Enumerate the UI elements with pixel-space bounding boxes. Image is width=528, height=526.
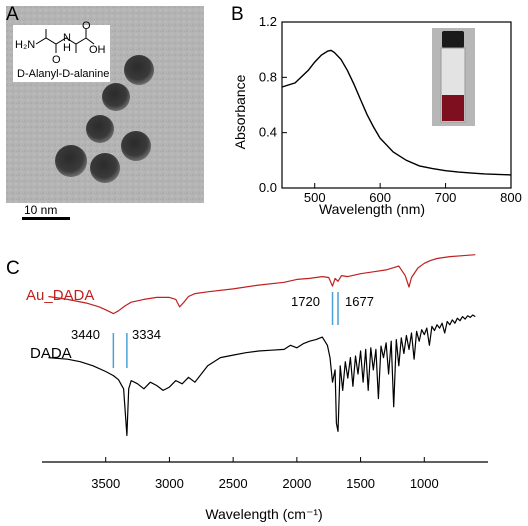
y-tick-label: 0.0 xyxy=(259,180,277,195)
y-axis-label-b: Absorbance xyxy=(232,74,248,149)
annotation-3440: 3440 xyxy=(71,327,100,342)
vial-solution xyxy=(442,95,464,121)
vial-cap xyxy=(442,31,464,48)
atom-o: O xyxy=(82,20,91,32)
annotation-3334: 3334 xyxy=(132,327,161,342)
dada-spectrum xyxy=(48,314,476,437)
ftir-chart: 3500 3000 2500 2000 1500 1000 xyxy=(42,254,488,491)
atom-h2n: H₂N xyxy=(15,39,35,51)
x-tick-label: 2000 xyxy=(282,476,311,491)
nanoparticle xyxy=(86,115,114,143)
nanoparticle xyxy=(102,83,130,111)
panel-label-b: B xyxy=(231,4,244,25)
series-label-au-dada: Au_DADA xyxy=(26,287,94,304)
atom-o: O xyxy=(52,54,61,66)
panel-label-a: A xyxy=(6,4,19,25)
annotation-1677: 1677 xyxy=(345,294,374,309)
molecule-structure xyxy=(35,29,95,53)
scale-bar-label: 10 nm xyxy=(24,203,57,217)
x-axis-label-b: Wavelength (nm) xyxy=(319,201,425,217)
absorbance-chart: 500 600 700 800 0.0 0.4 0.8 1.2 xyxy=(259,14,522,205)
absorbance-curve xyxy=(281,49,512,176)
x-tick-label: 500 xyxy=(304,190,326,205)
x-tick-label: 3000 xyxy=(155,476,184,491)
nanoparticle xyxy=(121,131,151,161)
x-tick-label: 2500 xyxy=(219,476,248,491)
x-tick-label: 3500 xyxy=(91,476,120,491)
molecule-label: D-Alanyl-D-alanine xyxy=(17,68,109,80)
y-tick-label: 0.4 xyxy=(259,125,277,140)
x-tick-label: 700 xyxy=(435,190,457,205)
tem-image: H₂N N H O O OH D-Alanyl-D-alanine 10 nm xyxy=(6,6,204,225)
atom-oh: OH xyxy=(89,44,106,56)
molecule-inset xyxy=(13,25,110,82)
scale-bar xyxy=(22,217,70,220)
vial-inset xyxy=(432,28,475,126)
y-tick-label: 0.8 xyxy=(259,69,277,84)
y-tick-label: 1.2 xyxy=(259,14,277,29)
au-dada-spectrum xyxy=(48,254,476,315)
nanoparticle xyxy=(90,153,120,183)
x-axis-label-c: Wavelength (cm⁻¹) xyxy=(205,506,322,522)
x-tick-label: 1500 xyxy=(346,476,375,491)
nanoparticle xyxy=(55,145,87,177)
plot-frame xyxy=(281,21,512,189)
x-tick-label: 600 xyxy=(369,190,391,205)
x-tick-label: 1000 xyxy=(410,476,439,491)
panel-label-c: C xyxy=(6,258,20,279)
atom-n: N xyxy=(63,32,71,44)
x-tick-label: 800 xyxy=(500,190,522,205)
series-label-dada: DADA xyxy=(30,345,72,362)
annotation-1720: 1720 xyxy=(291,294,320,309)
atom-h: H xyxy=(63,42,71,54)
nanoparticle xyxy=(124,55,154,85)
